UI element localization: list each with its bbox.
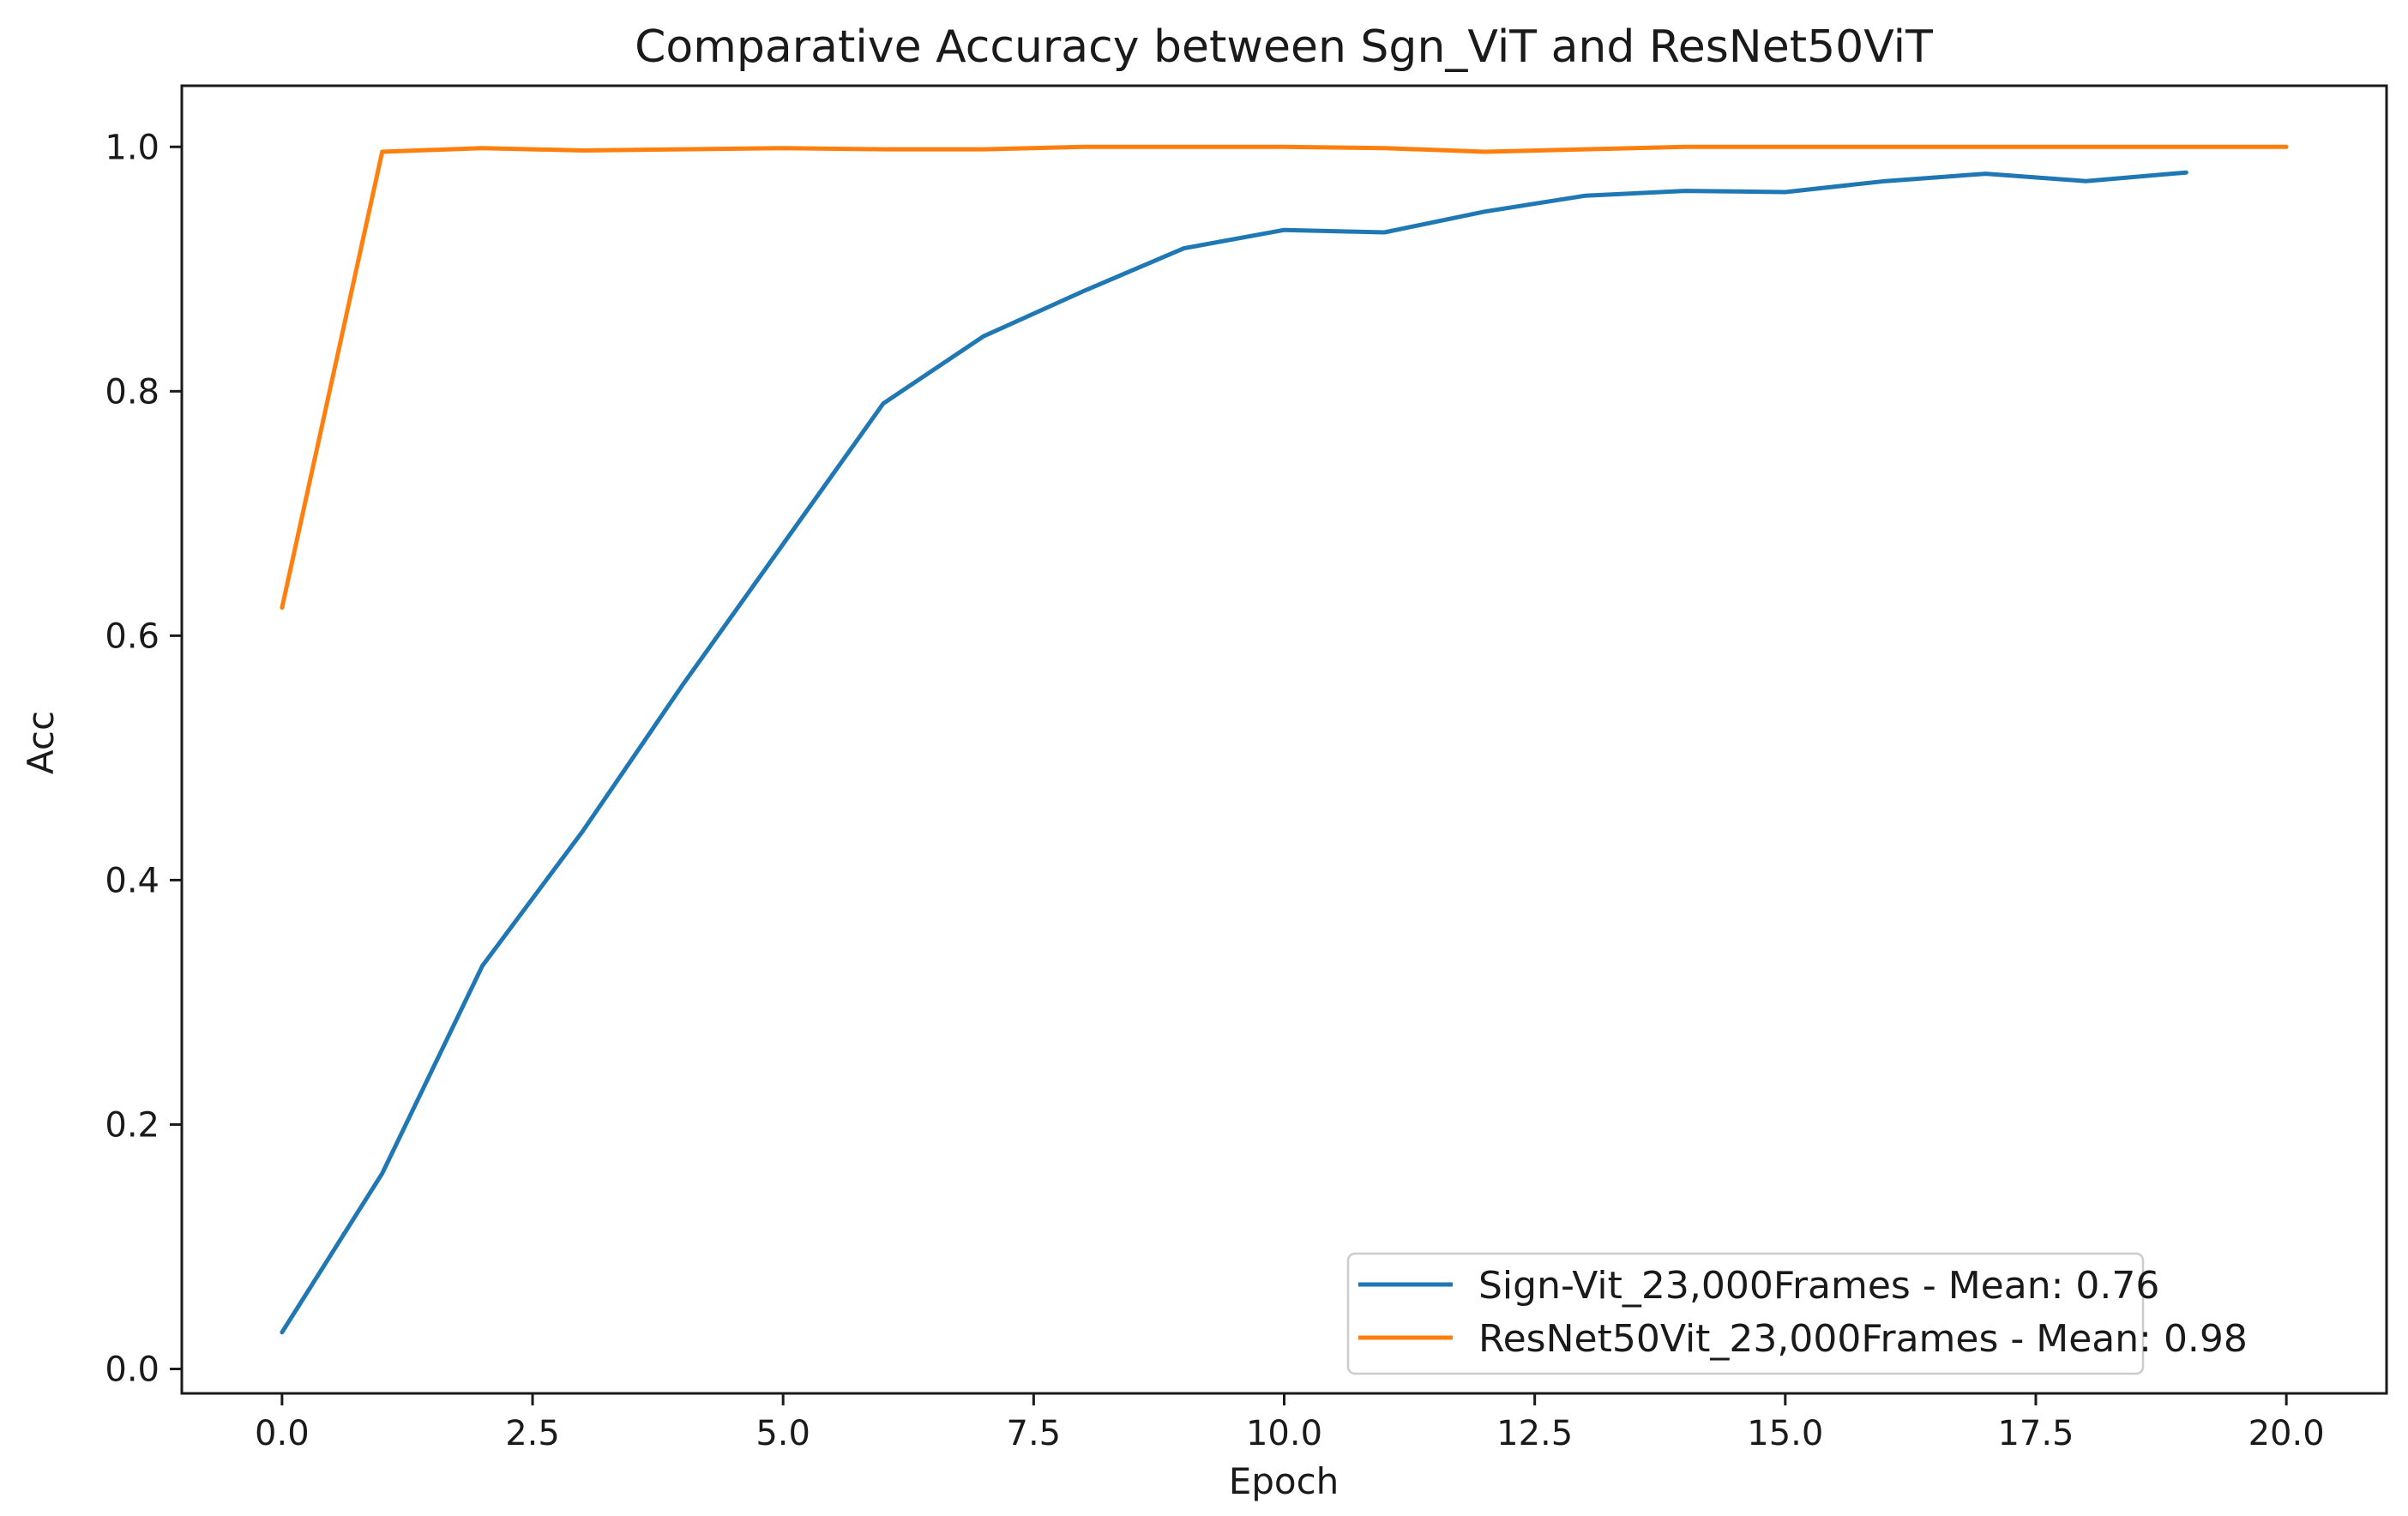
legend-box [1346, 1252, 2145, 1375]
x-tick-label: 15.0 [1747, 1414, 1823, 1453]
legend: Sign-Vit_23,000Frames - Mean: 0.76 ResNe… [1346, 1252, 2248, 1375]
y-tick-label: 1.0 [105, 128, 160, 167]
legend-label-sign-vit: Sign-Vit_23,000Frames - Mean: 0.76 [1478, 1264, 2159, 1308]
x-tick-label: 0.0 [255, 1414, 310, 1453]
x-tick-label: 2.5 [505, 1414, 560, 1453]
y-axis-label: Acc [20, 711, 62, 774]
series-line-sign-vit [280, 170, 2188, 1335]
y-tick-label: 0.8 [105, 372, 160, 412]
plot-frame [180, 84, 2388, 1395]
x-axis: 0.0 2.5 5.0 7.5 10.0 12.5 15.0 17.5 20.0 [255, 1393, 2325, 1453]
x-tick-label: 7.5 [1007, 1414, 1062, 1453]
series-line-resnet50vit [280, 144, 2289, 611]
y-tick-label: 0.4 [105, 861, 160, 900]
chart-title: Comparative Accuracy between Sgn_ViT and… [635, 21, 1933, 73]
y-tick-label: 0.0 [105, 1350, 160, 1389]
y-axis: 0.0 0.2 0.4 0.6 0.8 1.0 [105, 128, 182, 1389]
plot-lines [280, 144, 2289, 1335]
y-tick-label: 0.2 [105, 1105, 160, 1145]
legend-label-resnet50vit: ResNet50Vit_23,000Frames - Mean: 0.98 [1478, 1317, 2248, 1361]
x-tick-label: 10.0 [1246, 1414, 1322, 1453]
x-tick-label: 5.0 [756, 1414, 810, 1453]
x-axis-label: Epoch [1229, 1460, 1339, 1502]
x-tick-label: 20.0 [2248, 1414, 2325, 1453]
x-tick-label: 17.5 [1997, 1414, 2074, 1453]
x-tick-label: 12.5 [1496, 1414, 1573, 1453]
y-tick-label: 0.6 [105, 617, 160, 656]
